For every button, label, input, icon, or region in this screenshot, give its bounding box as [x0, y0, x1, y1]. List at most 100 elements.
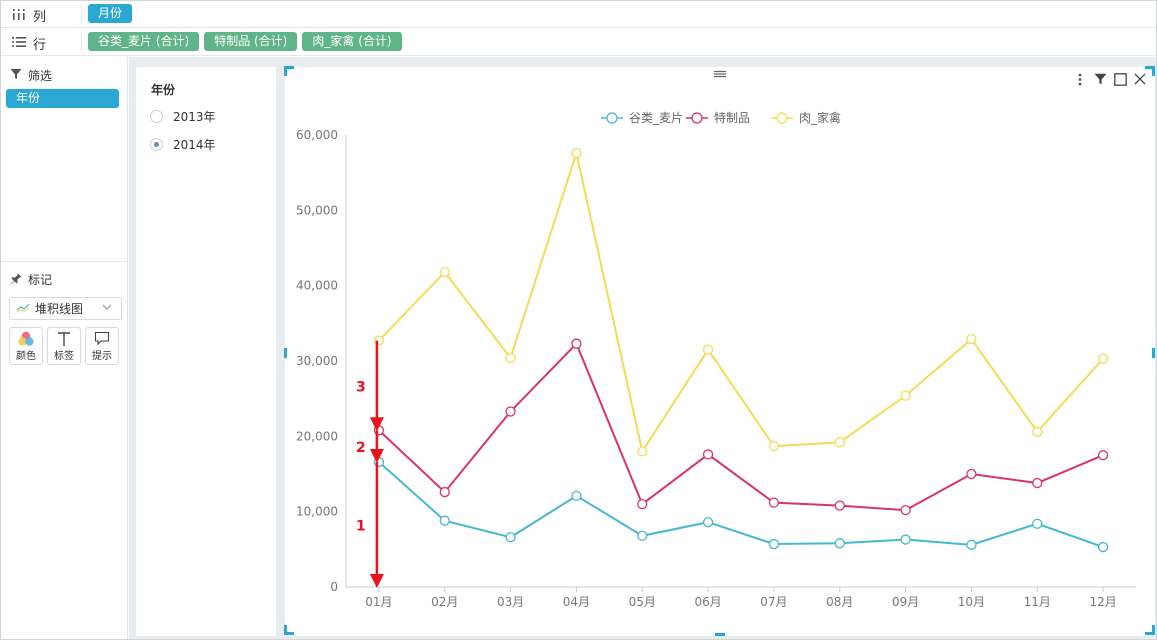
divider [81, 33, 82, 52]
maximize-icon[interactable] [1113, 71, 1127, 87]
tooltip-button-label: 提示 [92, 351, 112, 362]
data-point[interactable] [439, 486, 450, 498]
series-line-3 [378, 149, 1104, 454]
data-point[interactable] [1097, 541, 1109, 553]
resize-corner-top-right[interactable] [1145, 66, 1155, 76]
divider [81, 5, 82, 24]
data-point[interactable] [900, 390, 911, 401]
legend-label[interactable]: 谷类_麦片 [629, 111, 683, 125]
legend-swatch-marker [606, 112, 618, 124]
year-option-label: 2013年 [173, 110, 216, 124]
data-point[interactable] [702, 517, 714, 528]
data-point[interactable] [702, 449, 714, 460]
data-point[interactable] [637, 446, 648, 457]
chart-type-select[interactable]: 堆积线图 [9, 297, 122, 320]
y-tick-label: 20,000 [296, 429, 338, 443]
data-point[interactable] [439, 266, 450, 278]
speech-bubble-icon [94, 331, 110, 349]
data-point[interactable] [571, 490, 582, 501]
x-tick-label: 09月 [892, 595, 919, 609]
data-point[interactable] [505, 532, 516, 543]
resize-corner-bottom-right[interactable] [1145, 625, 1155, 635]
chart-card[interactable] [285, 67, 1155, 636]
label-button[interactable]: 标签 [47, 327, 81, 365]
x-tick-label: 10月 [958, 595, 985, 609]
year-option-2013[interactable]: 2013年 [150, 108, 216, 125]
columns-icon [11, 8, 27, 24]
row-pill-meat-poultry[interactable]: 肉_家禽 (合计) [302, 32, 402, 51]
x-tick-label: 05月 [629, 595, 656, 609]
filter-funnel-icon[interactable] [1093, 71, 1107, 87]
x-tick-label: 04月 [563, 595, 590, 609]
data-point[interactable] [966, 468, 977, 480]
x-tick-label: 03月 [497, 595, 524, 609]
year-option-label: 2014年 [173, 138, 216, 152]
legend-swatch-marker [691, 112, 703, 124]
stacked-line-chart: 0 10,000 20,000 30,000 40,000 50,000 60,000 01月… [296, 110, 1136, 609]
data-point[interactable] [834, 437, 845, 448]
data-point[interactable] [900, 505, 911, 516]
row-pill-cereal[interactable]: 谷类_麦片 (合计) [88, 32, 200, 51]
year-filter-title: 年份 [151, 83, 176, 97]
resize-handle-left[interactable] [284, 348, 287, 358]
data-point[interactable] [768, 440, 780, 452]
data-point[interactable] [966, 334, 977, 345]
column-pill-month[interactable]: 月份 [88, 4, 133, 23]
filter-chip-year[interactable]: 年份 [6, 89, 119, 108]
resize-corner-bottom-left[interactable] [284, 625, 294, 635]
color-button[interactable]: 颜色 [9, 327, 43, 365]
legend-swatch-marker [776, 112, 788, 124]
year-filter-card: 年份 2013年 2014年 [136, 67, 276, 636]
resize-handle-right[interactable] [1152, 348, 1155, 358]
data-point[interactable] [505, 406, 516, 417]
annotation-label: 1 [356, 518, 366, 534]
year-option-2014[interactable]: 2014年 [150, 136, 216, 153]
y-tick-label: 40,000 [296, 279, 338, 293]
annotation-arrow-head [369, 448, 384, 463]
x-tick-label: 01月 [365, 595, 392, 609]
data-point[interactable] [834, 500, 845, 511]
x-tick-label: 02月 [431, 595, 458, 609]
data-point[interactable] [1032, 518, 1043, 529]
resize-handle-bottom[interactable] [715, 633, 725, 636]
y-tick-label: 10,000 [296, 505, 338, 519]
radio-unselected[interactable] [150, 110, 163, 123]
data-point[interactable] [637, 530, 648, 541]
filter-panel-header: 筛选 [10, 67, 52, 84]
data-point[interactable] [571, 147, 582, 159]
rows-list-icon [11, 36, 27, 52]
series-line-1 [378, 461, 1104, 549]
more-vertical-icon[interactable] [1073, 71, 1087, 87]
data-point[interactable] [900, 534, 911, 545]
data-point[interactable] [966, 539, 977, 550]
tooltip-button[interactable]: 提示 [85, 327, 119, 365]
chart-type-label: 堆积线图 [35, 302, 84, 316]
close-icon[interactable] [1133, 71, 1147, 87]
data-point[interactable] [1032, 477, 1043, 489]
stacked-line-chart-icon [16, 301, 30, 316]
columns-shelf: 列 月份 [1, 1, 1156, 28]
row-pill-specialty[interactable]: 特制品 (合计) [204, 32, 298, 51]
data-point[interactable] [1097, 450, 1109, 461]
data-point[interactable] [637, 498, 648, 510]
left-panel: 筛选 年份 标记 堆积线图 [1, 57, 128, 639]
data-point[interactable] [505, 352, 516, 364]
data-point[interactable] [1097, 353, 1109, 364]
radio-selected[interactable] [150, 138, 163, 151]
data-point[interactable] [834, 538, 845, 549]
filter-panel-title: 筛选 [28, 69, 53, 83]
data-point[interactable] [1032, 426, 1043, 437]
annotation-arrow-head [369, 574, 384, 588]
data-point[interactable] [439, 515, 450, 526]
drag-handle-icon[interactable] [713, 68, 727, 78]
legend-label[interactable]: 特制品 [714, 110, 750, 125]
data-point[interactable] [768, 538, 780, 550]
legend-label[interactable]: 肉_家禽 [799, 110, 841, 125]
data-point[interactable] [768, 497, 780, 508]
data-point[interactable] [702, 344, 714, 355]
data-point[interactable] [571, 338, 582, 349]
marks-panel-title: 标记 [28, 273, 53, 287]
resize-corner-top-left[interactable] [284, 66, 294, 76]
color-circles-icon [17, 331, 35, 350]
y-tick-label: 30,000 [296, 354, 338, 368]
